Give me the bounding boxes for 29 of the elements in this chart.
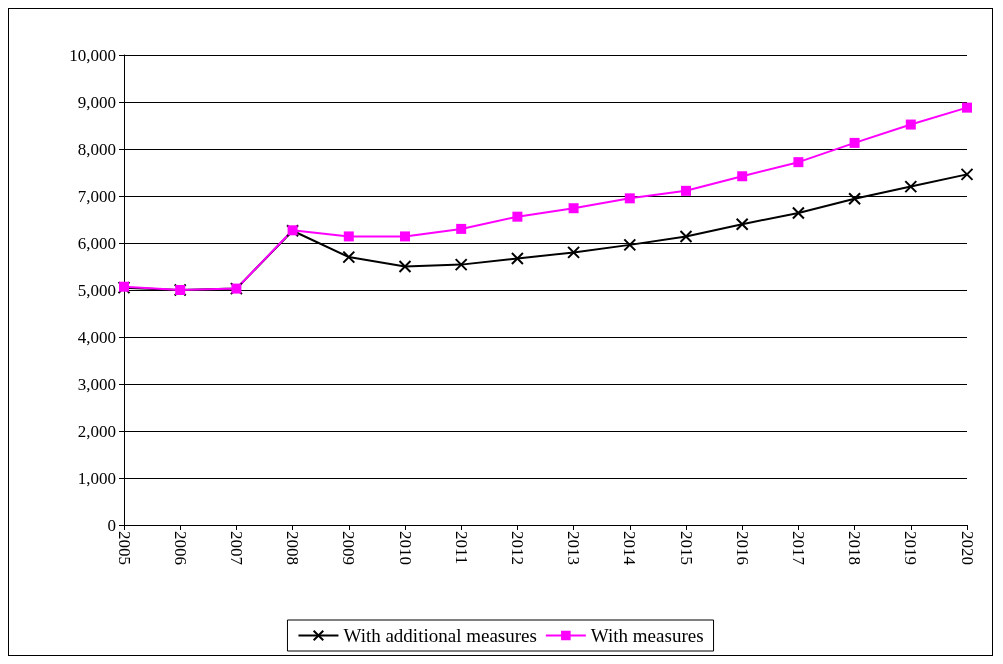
x-tick-label: 2005: [114, 531, 134, 565]
x-tick-label: 2014: [620, 531, 640, 566]
x-tick-label: 2010: [395, 531, 415, 565]
y-tick-label: 1,000: [77, 468, 116, 488]
x-tick-label: 2008: [283, 531, 303, 565]
legend-label: With additional measures: [343, 625, 537, 646]
x-tick-label: 2018: [845, 531, 865, 565]
x-tick-label: 2013: [564, 531, 584, 565]
y-tick-label: 6,000: [77, 233, 116, 253]
x-tick-label: 2020: [957, 531, 977, 565]
x-tick-label: 2012: [507, 531, 527, 565]
x-tick-label: 2009: [339, 531, 359, 565]
x-tick-label: 2019: [901, 531, 921, 565]
y-tick-label: 7,000: [77, 186, 116, 206]
y-tick-label: 3,000: [77, 374, 116, 394]
y-tick-label: 8,000: [77, 139, 116, 159]
y-tick-label: 9,000: [77, 92, 116, 112]
y-tick-label: 10,000: [69, 45, 116, 65]
x-tick-label: 2011: [451, 531, 471, 565]
y-tick-label: 0: [107, 515, 116, 535]
y-tick-label: 4,000: [77, 327, 116, 347]
x-tick-label: 2007: [226, 531, 246, 566]
y-tick-label: 5,000: [77, 280, 116, 300]
x-tick-label: 2006: [170, 531, 190, 565]
x-tick-label: 2017: [788, 531, 808, 566]
x-tick-label: 2016: [732, 531, 752, 565]
legend-label: With measures: [590, 625, 704, 646]
x-tick-label: 2015: [676, 531, 696, 565]
y-tick-label: 2,000: [77, 421, 116, 441]
